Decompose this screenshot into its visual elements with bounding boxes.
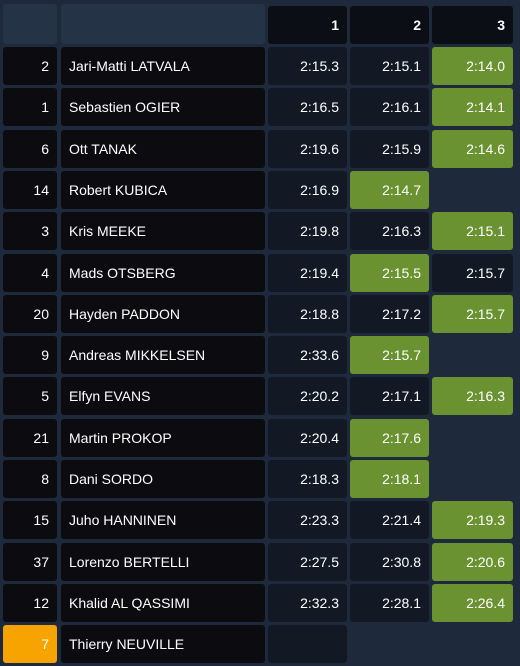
car-number: 1 (3, 88, 57, 127)
car-number: 7 (3, 625, 57, 664)
stage-time: 2:17.6 (350, 418, 429, 457)
stage-header: 2 (350, 6, 429, 44)
stage-time: 2:21.4 (350, 501, 429, 540)
driver-name: Ott TANAK (61, 129, 265, 168)
header-blank (61, 4, 265, 44)
stage-time: 2:18.1 (350, 460, 429, 498)
car-number: 4 (3, 253, 57, 292)
driver-name: Robert KUBICA (61, 170, 265, 209)
stage-time: 2:15.3 (268, 47, 347, 85)
car-number: 6 (3, 129, 57, 168)
stage-time: 2:15.9 (350, 129, 429, 168)
car-number: 9 (3, 336, 57, 375)
driver-name: Dani SORDO (61, 460, 265, 498)
driver-name: Jari-Matti LATVALA (61, 47, 265, 85)
stage-time: 2:14.6 (432, 129, 513, 168)
car-number: 3 (3, 212, 57, 251)
stage-time: 2:16.3 (432, 377, 513, 416)
stage-time: 2:15.7 (432, 294, 513, 333)
car-number: 12 (3, 583, 57, 622)
stage-time: 2:15.7 (432, 253, 513, 292)
driver-name: Lorenzo BERTELLI (61, 542, 265, 581)
car-number: 20 (3, 294, 57, 333)
stage-time: 2:17.2 (350, 294, 429, 333)
driver-name: Thierry NEUVILLE (61, 625, 265, 664)
stage-time: 2:28.1 (350, 583, 429, 622)
car-number: 37 (3, 542, 57, 581)
stage-time: 2:30.8 (350, 542, 429, 581)
driver-name: Kris MEEKE (61, 212, 265, 251)
stage-time: 2:19.6 (268, 129, 347, 168)
stage-time: 2:15.5 (350, 253, 429, 292)
stage-time: 2:16.5 (268, 88, 347, 127)
driver-name: Martin PROKOP (61, 418, 265, 457)
stage-header: 1 (268, 6, 347, 44)
car-number: 8 (3, 460, 57, 498)
car-number: 2 (3, 47, 57, 85)
car-number: 21 (3, 418, 57, 457)
stage-time: 2:23.3 (268, 501, 347, 540)
stage-time: 2:19.4 (268, 253, 347, 292)
stage-time: 2:16.1 (350, 88, 429, 127)
stage-time (268, 625, 347, 664)
driver-name: Sebastien OGIER (61, 88, 265, 127)
stage-time: 2:19.3 (432, 501, 513, 540)
stage-time: 2:15.1 (350, 47, 429, 85)
stage-time: 2:14.7 (350, 170, 429, 209)
driver-name: Hayden PADDON (61, 294, 265, 333)
driver-name: Khalid AL QASSIMI (61, 583, 265, 622)
stage-time: 2:14.1 (432, 88, 513, 127)
stage-time: 2:16.9 (268, 170, 347, 209)
stage-time: 2:18.8 (268, 294, 347, 333)
stage-time: 2:15.7 (350, 336, 429, 375)
header-blank (3, 4, 57, 44)
stage-time: 2:18.3 (268, 460, 347, 498)
driver-name: Elfyn EVANS (61, 377, 265, 416)
car-number: 5 (3, 377, 57, 416)
stage-time: 2:33.6 (268, 336, 347, 375)
stage-time: 2:20.4 (268, 418, 347, 457)
stage-time: 2:14.0 (432, 47, 513, 85)
stage-time: 2:15.1 (432, 212, 513, 251)
stage-time: 2:20.2 (268, 377, 347, 416)
stage-time: 2:16.3 (350, 212, 429, 251)
driver-name: Mads OTSBERG (61, 253, 265, 292)
stage-time: 2:17.1 (350, 377, 429, 416)
car-number: 14 (3, 170, 57, 209)
stage-time: 2:20.6 (432, 542, 513, 581)
driver-name: Andreas MIKKELSEN (61, 336, 265, 375)
driver-name: Juho HANNINEN (61, 501, 265, 540)
stage-time: 2:27.5 (268, 542, 347, 581)
stage-header: 3 (432, 6, 513, 44)
stage-time: 2:19.8 (268, 212, 347, 251)
stage-time: 2:26.4 (432, 583, 513, 622)
stage-time: 2:32.3 (268, 583, 347, 622)
car-number: 15 (3, 501, 57, 540)
